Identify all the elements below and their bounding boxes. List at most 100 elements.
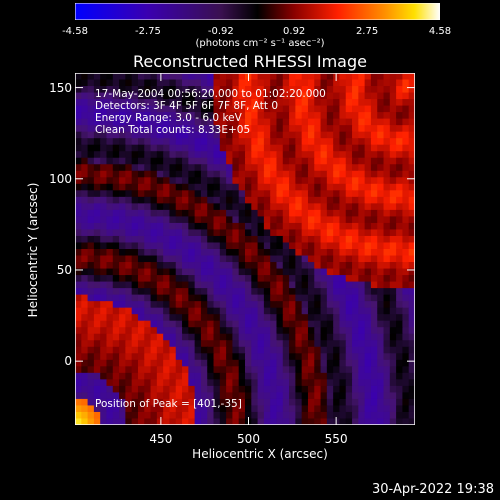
- heatmap-cell: [383, 288, 391, 296]
- heatmap-cell: [301, 164, 309, 172]
- heatmap-cell: [169, 112, 177, 120]
- heatmap-cell: [370, 268, 378, 276]
- heatmap-cell: [396, 235, 404, 244]
- heatmap-cell: [75, 183, 82, 191]
- heatmap-cell: [219, 92, 227, 100]
- heatmap-cell: [156, 170, 164, 178]
- heatmap-cell: [263, 314, 271, 322]
- heatmap-cell: [270, 262, 278, 270]
- heatmap-cell: [119, 79, 126, 87]
- heatmap-cell: [370, 392, 378, 400]
- heatmap-cell: [364, 203, 372, 211]
- heatmap-cell: [100, 249, 108, 257]
- heatmap-cell: [144, 405, 152, 413]
- heatmap-cell: [333, 222, 341, 231]
- heatmap-cell: [282, 398, 290, 407]
- heatmap-cell: [213, 385, 221, 394]
- heatmap-cell: [389, 183, 397, 191]
- heatmap-cell: [81, 372, 89, 380]
- heatmap-cell: [106, 301, 114, 309]
- heatmap-cell: [188, 288, 196, 296]
- heatmap-cell: [396, 209, 404, 218]
- heatmap-cell: [81, 216, 89, 224]
- heatmap-cell: [213, 379, 221, 387]
- heatmap-cell: [345, 229, 353, 237]
- heatmap-cell: [251, 327, 259, 335]
- heatmap-cell: [295, 131, 303, 139]
- heatmap-cell: [263, 138, 271, 146]
- heatmap-cell: [75, 314, 82, 322]
- heatmap-cell: [232, 294, 240, 302]
- heatmap-cell: [320, 353, 328, 361]
- heatmap-cell: [364, 281, 372, 289]
- heatmap-cell: [364, 327, 372, 335]
- heatmap-cell: [207, 151, 215, 159]
- heatmap-cell: [81, 86, 89, 94]
- heatmap-cell: [282, 229, 290, 237]
- heatmap-cell: [100, 73, 108, 81]
- heatmap-cell: [307, 411, 315, 420]
- heatmap-cell: [301, 255, 309, 263]
- heatmap-cell: [131, 86, 139, 94]
- heatmap-cell: [207, 164, 215, 172]
- heatmap-cell: [119, 118, 126, 126]
- heatmap-cell: [326, 216, 334, 224]
- heatmap-cell: [402, 131, 410, 139]
- heatmap-cell: [383, 164, 391, 172]
- heatmap-cell: [175, 190, 183, 198]
- heatmap-cell: [119, 307, 126, 315]
- heatmap-cell: [257, 157, 265, 165]
- heatmap-cell: [75, 307, 82, 315]
- heatmap-cell: [238, 196, 246, 204]
- heatmap-cell: [100, 262, 108, 270]
- heatmap-cell: [326, 346, 334, 354]
- heatmap-cell: [93, 320, 101, 328]
- heatmap-cell: [232, 262, 240, 270]
- heatmap-cell: [263, 255, 271, 263]
- heatmap-cell: [364, 249, 372, 257]
- heatmap-cell: [106, 183, 114, 191]
- heatmap-cell: [383, 99, 391, 107]
- heatmap-cell: [169, 268, 177, 276]
- heatmap-cell: [194, 216, 202, 224]
- heatmap-cell: [150, 379, 158, 387]
- heatmap-cell: [163, 314, 171, 322]
- heatmap-cell: [358, 190, 366, 198]
- heatmap-cell: [408, 385, 415, 394]
- heatmap-cell: [295, 346, 303, 354]
- info-energy-range: Energy Range: 3.0 - 6.0 keV: [95, 112, 242, 124]
- heatmap-cell: [226, 86, 234, 94]
- heatmap-cell: [383, 190, 391, 198]
- heatmap-cell: [301, 125, 309, 133]
- heatmap-cell: [333, 353, 341, 361]
- heatmap-cell: [112, 340, 120, 348]
- heatmap-cell: [270, 164, 278, 172]
- heatmap-cell: [100, 242, 108, 250]
- heatmap-cell: [377, 262, 385, 270]
- heatmap-cell: [339, 138, 347, 146]
- heatmap-cell: [282, 411, 290, 420]
- heatmap-cell: [87, 288, 95, 296]
- heatmap-cell: [106, 235, 114, 244]
- heatmap-cell: [93, 235, 101, 244]
- heatmap-cell: [156, 222, 164, 231]
- heatmap-cell: [112, 314, 120, 322]
- heatmap-cell: [81, 262, 89, 270]
- heatmap-cell: [182, 170, 189, 178]
- heatmap-cell: [314, 209, 322, 218]
- heatmap-cell: [226, 196, 234, 204]
- heatmap-cell: [263, 340, 271, 348]
- heatmap-cell: [370, 385, 378, 394]
- heatmap-cell: [326, 301, 334, 309]
- heatmap-cell: [358, 353, 366, 361]
- heatmap-cell: [100, 131, 108, 139]
- heatmap-cell: [194, 340, 202, 348]
- heatmap-cell: [333, 183, 341, 191]
- heatmap-cell: [245, 366, 252, 374]
- heatmap-cell: [232, 203, 240, 211]
- heatmap-cell: [370, 105, 378, 113]
- heatmap-cell: [257, 190, 265, 198]
- heatmap-cell: [125, 203, 133, 211]
- heatmap-cell: [112, 151, 120, 159]
- heatmap-cell: [144, 314, 152, 322]
